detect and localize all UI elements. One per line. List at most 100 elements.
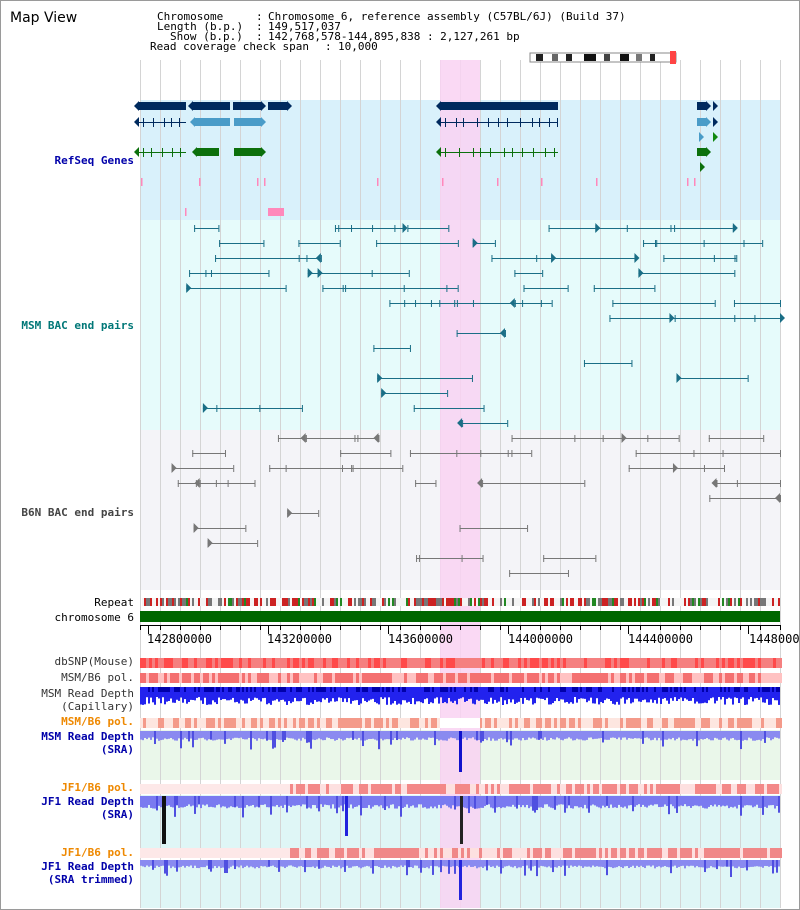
- repeat-segment: [264, 598, 266, 606]
- heat-cell: [515, 848, 518, 858]
- depth-bar: [294, 796, 296, 806]
- repeat-segment: [348, 598, 350, 606]
- depth-bar: [580, 687, 582, 692]
- depth-bar: [578, 731, 580, 740]
- depth-bar: [694, 860, 696, 868]
- depth-bar: [450, 687, 452, 702]
- refseq-marker: [264, 178, 266, 186]
- heat-cell: [647, 658, 650, 668]
- depth-bar: [468, 860, 470, 866]
- heat-cell: [740, 673, 743, 683]
- heat-cell: [428, 658, 431, 668]
- heat-cell: [269, 658, 272, 668]
- heat-cell: [386, 718, 389, 728]
- repeat-segment: [472, 598, 474, 606]
- repeat-segment: [578, 598, 580, 606]
- heat-cell: [383, 784, 386, 794]
- heat-cell: [416, 784, 419, 794]
- repeat-segment: [726, 598, 728, 606]
- depth-bar: [384, 687, 386, 698]
- depth-bar: [202, 731, 204, 738]
- heat-cell: [335, 848, 338, 858]
- depth-bar: [468, 796, 470, 814]
- depth-bar: [530, 796, 532, 807]
- depth-bar: [230, 860, 232, 867]
- heat-cell: [578, 848, 581, 858]
- depth-bar: [464, 796, 466, 808]
- depth-bar: [748, 687, 750, 700]
- depth-bar: [352, 860, 354, 867]
- depth-bar: [668, 796, 670, 815]
- depth-bar: [330, 860, 332, 868]
- depth-bar: [348, 796, 350, 808]
- gene-model: [697, 102, 706, 110]
- depth-bar: [506, 860, 508, 867]
- heat-cell: [455, 658, 458, 668]
- repeat-segment: [604, 598, 606, 606]
- depth-bar: [618, 796, 620, 805]
- depth-bar: [216, 687, 218, 692]
- depth-bar: [318, 796, 320, 812]
- heat-cell: [317, 658, 320, 668]
- heat-cell: [305, 848, 308, 858]
- depth-bar: [656, 731, 658, 741]
- axis-tick-label: 142800000: [147, 632, 213, 646]
- depth-bar: [436, 687, 438, 698]
- depth-bar: [146, 860, 148, 866]
- heat-cell: [335, 658, 338, 668]
- depth-bar: [706, 796, 708, 809]
- depth-bar: [266, 796, 268, 808]
- heat-cell: [404, 658, 407, 668]
- heat-cell: [209, 673, 212, 683]
- depth-bar: [610, 687, 612, 702]
- heat-cell: [713, 658, 716, 668]
- heat-cell: [467, 658, 470, 668]
- heat-cell: [758, 848, 761, 858]
- depth-bar: [294, 687, 296, 698]
- depth-bar: [574, 687, 576, 698]
- heat-cell: [455, 784, 458, 794]
- depth-bar: [152, 860, 154, 870]
- depth-bar: [332, 860, 334, 866]
- depth-bar: [680, 687, 682, 698]
- depth-bar: [744, 796, 746, 806]
- heat-cell: [764, 784, 767, 794]
- heat-cell: [557, 673, 560, 683]
- depth-bar: [282, 687, 284, 692]
- depth-bar: [238, 731, 240, 739]
- depth-bar: [518, 860, 520, 868]
- depth-bar: [398, 687, 400, 692]
- depth-bar: [386, 687, 388, 705]
- repeat-segment: [296, 598, 298, 606]
- depth-bar: [528, 796, 530, 809]
- depth-bar: [386, 687, 388, 692]
- depth-bar: [538, 796, 540, 808]
- repeat-segment: [356, 598, 358, 606]
- depth-bar: [222, 731, 224, 740]
- depth-bar: [618, 860, 620, 867]
- heat-cell: [680, 848, 683, 858]
- depth-bar: [450, 731, 452, 738]
- heat-cell: [662, 784, 665, 794]
- depth-bar: [492, 687, 494, 704]
- heat-cell: [548, 784, 551, 794]
- depth-bar: [770, 860, 772, 866]
- repeat-segment: [174, 598, 176, 606]
- depth-bar: [366, 860, 368, 866]
- depth-bar: [392, 687, 394, 692]
- heat-cell: [251, 718, 254, 728]
- repeat-segment: [298, 598, 300, 606]
- heat-cell: [203, 658, 206, 668]
- depth-bar: [728, 687, 730, 698]
- repeat-segment: [508, 598, 510, 606]
- depth-bar: [258, 731, 260, 739]
- depth-bar: [648, 687, 650, 703]
- depth-bar: [764, 687, 766, 703]
- repeat-segment: [516, 598, 518, 606]
- depth-bar: [244, 860, 246, 867]
- heat-cell: [410, 673, 413, 683]
- depth-bar: [306, 687, 308, 705]
- depth-bar: [338, 687, 340, 698]
- heat-cell: [533, 784, 536, 794]
